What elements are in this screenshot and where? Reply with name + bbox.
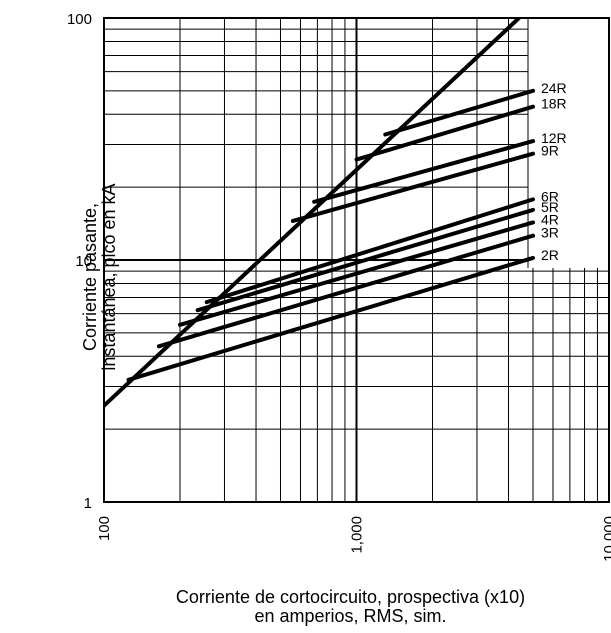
series-label-6r: 6R xyxy=(541,188,559,204)
y-axis-title-line-2: instantánea, pico en kA xyxy=(99,183,119,371)
x-tick-label: 1,000 xyxy=(349,516,366,554)
x-axis-title-line-2: en amperios, RMS, sim. xyxy=(254,606,447,626)
x-tick-label: 10,000 xyxy=(601,516,611,562)
series-line-2r xyxy=(126,255,535,382)
series-line-24r xyxy=(383,88,535,137)
tick-labels: 1 10 100 100 1,000 10,000 xyxy=(67,11,611,562)
series-label-2r: 2R xyxy=(541,247,559,263)
series-label-9r: 9R xyxy=(541,143,559,159)
series-label-12r: 12R xyxy=(541,130,567,146)
series-label-18r: 18R xyxy=(541,96,567,112)
series-line-9r xyxy=(290,151,535,223)
y-axis-title-line-1: Corriente pasante, xyxy=(80,202,100,352)
series-line-envelope xyxy=(104,18,521,408)
y-tick-label: 1 xyxy=(84,495,92,512)
y-tick-label: 100 xyxy=(67,11,92,28)
series-line-3r xyxy=(156,233,535,349)
series-line-18r xyxy=(354,104,535,162)
plot-frame xyxy=(103,17,610,503)
series-line-5r xyxy=(195,207,535,313)
x-axis-title: Corriente de cortocircuito, prospectiva … xyxy=(90,588,611,626)
series-line-6r xyxy=(204,197,535,305)
series-label-24r: 24R xyxy=(541,80,567,96)
series-line-4r xyxy=(178,220,535,327)
series-label-3r: 3R xyxy=(541,225,559,241)
y-tick-label: 10 xyxy=(75,253,92,270)
x-axis-title-line-1: Corriente de cortocircuito, prospectiva … xyxy=(175,587,526,607)
y-axis-title: Corriente pasante, instantánea, pico en … xyxy=(80,17,119,537)
series-line-12r xyxy=(312,139,535,204)
series-lines xyxy=(104,18,535,408)
x-tick-label: 100 xyxy=(96,516,113,541)
series-label-4r: 4R xyxy=(541,211,559,227)
series-label-5r: 5R xyxy=(541,199,559,215)
